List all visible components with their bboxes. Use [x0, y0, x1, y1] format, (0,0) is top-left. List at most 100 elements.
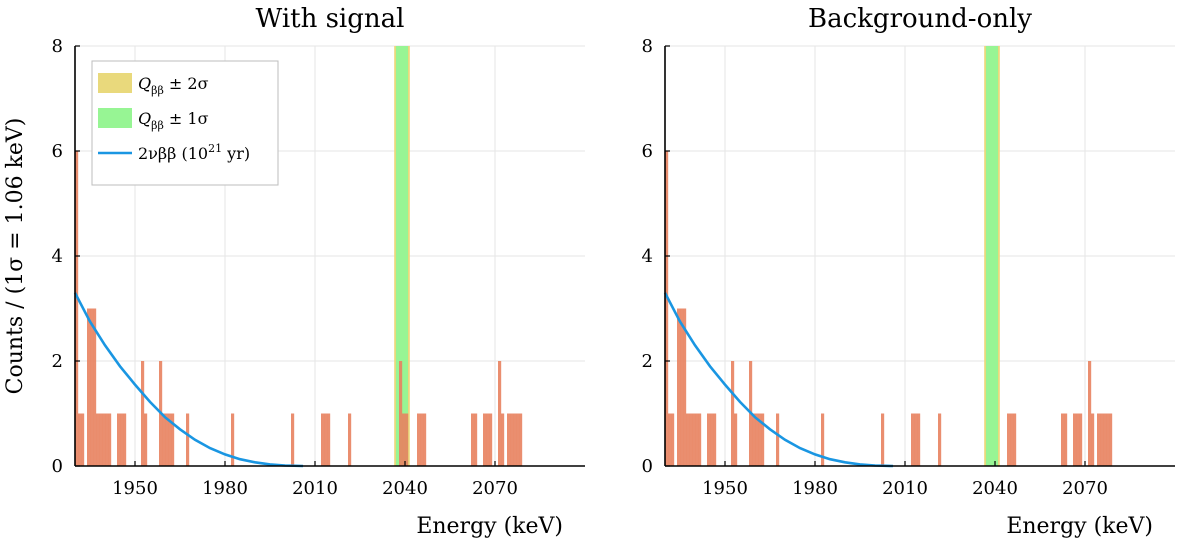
histogram-bar — [108, 413, 112, 466]
y-tick-label: 2 — [52, 351, 63, 372]
legend-label: Qββ ± 1σ — [138, 109, 209, 132]
histogram-bar — [498, 361, 502, 466]
y-tick-label: 8 — [642, 36, 653, 57]
histogram-bar — [665, 151, 669, 466]
curve-2nbb — [663, 292, 894, 468]
x-tick-label: 2070 — [472, 478, 518, 499]
histogram-bar — [117, 413, 121, 466]
histogram-bar — [758, 413, 762, 466]
histogram-bar — [1079, 413, 1083, 466]
histogram-bar — [911, 413, 915, 466]
legend-swatch-2sigma — [98, 73, 132, 93]
histogram-bar — [755, 413, 759, 466]
x-tick-label: 2040 — [972, 478, 1018, 499]
histogram-bar — [914, 413, 918, 466]
legend-label: Qββ ± 2σ — [138, 74, 209, 97]
panel-2: 1950 1980 2010 2040 2070 0 2 4 6 8 Background-only… — [642, 4, 1175, 539]
y-tick-label: 6 — [52, 141, 63, 162]
x-tick-label: 1980 — [202, 478, 248, 499]
y-tick-label: 6 — [642, 141, 653, 162]
x-tick-label: 1950 — [112, 478, 158, 499]
histogram-bar — [348, 413, 352, 466]
histogram-bar — [162, 413, 166, 466]
histogram-bar — [734, 413, 738, 466]
histogram-bar — [501, 413, 505, 466]
histogram-bar — [81, 413, 85, 466]
histogram-bar — [689, 413, 693, 466]
x-axis-label: Energy (keV) — [416, 514, 563, 539]
histogram-bar — [423, 413, 427, 466]
histogram-bar — [1109, 413, 1113, 466]
histogram-bar — [405, 413, 409, 466]
histogram-bar — [105, 413, 109, 466]
histogram-bar — [120, 413, 124, 466]
histogram-bar — [1064, 413, 1068, 466]
histogram-bar — [291, 413, 295, 466]
histogram-bar — [1091, 413, 1095, 466]
histogram-bar — [507, 413, 511, 466]
histogram-bar — [486, 413, 490, 466]
panel-title: With signal — [256, 4, 405, 34]
histogram-bar — [695, 413, 699, 466]
histogram-bar — [402, 413, 406, 466]
histogram-bar — [123, 413, 127, 466]
histogram-bar — [489, 413, 493, 466]
x-tick-label: 1980 — [792, 478, 838, 499]
x-tick-label: 2010 — [882, 478, 928, 499]
histogram-bar — [474, 413, 478, 466]
histogram-bar — [881, 413, 885, 466]
histogram-bar — [731, 361, 735, 466]
panel-title: Background-only — [808, 4, 1032, 34]
histogram-bar — [1013, 413, 1017, 466]
histogram-bar — [87, 308, 91, 466]
histogram-bar — [75, 151, 79, 466]
histogram-bar — [99, 413, 103, 466]
histogram-bar — [683, 308, 687, 466]
histogram-bar — [90, 308, 94, 466]
histogram-bar — [686, 413, 690, 466]
histogram-bar — [510, 413, 514, 466]
histogram-bar — [1088, 361, 1092, 466]
x-tick-label: 2010 — [292, 478, 338, 499]
legend-swatch-1sigma — [98, 108, 132, 128]
y-tick-label: 8 — [52, 36, 63, 57]
y-tick-label: 0 — [52, 456, 63, 477]
histogram-bar — [821, 413, 825, 466]
histogram-bar — [96, 413, 100, 466]
histogram-bar — [671, 413, 675, 466]
histogram-bar — [483, 413, 487, 466]
histogram-bar — [1010, 413, 1014, 466]
histogram-bar — [186, 413, 190, 466]
x-axis-label: Energy (keV) — [1006, 514, 1153, 539]
histogram-bar — [713, 413, 717, 466]
histogram-bar — [1106, 413, 1110, 466]
histogram-bar — [420, 413, 424, 466]
histogram-bar — [231, 413, 235, 466]
qbb-1sigma-band — [986, 46, 998, 466]
histogram-bar — [327, 413, 331, 466]
histogram-bar — [917, 413, 921, 466]
y-tick-label: 4 — [642, 246, 653, 267]
histogram-bar — [1007, 413, 1011, 466]
histogram-bar — [165, 413, 169, 466]
histogram-bar — [144, 413, 148, 466]
histogram-bar — [78, 413, 82, 466]
histogram-bar — [516, 413, 520, 466]
histogram-bar — [761, 413, 765, 466]
y-tick-label: 2 — [642, 351, 653, 372]
histogram-bar — [1103, 413, 1107, 466]
histogram-bar — [776, 413, 780, 466]
x-tick-label: 2040 — [382, 478, 428, 499]
histogram-bar — [519, 413, 523, 466]
histogram-bar — [692, 413, 696, 466]
y-tick-label: 4 — [52, 246, 63, 267]
histogram-bar — [141, 361, 145, 466]
histogram-bar — [1100, 413, 1104, 466]
x-tick-label: 1950 — [702, 478, 748, 499]
histogram-bar — [668, 413, 672, 466]
legend-label: 2νββ (1021 yr) — [138, 142, 250, 163]
histogram-bar — [471, 413, 475, 466]
panel-1: 1950 1980 2010 2040 2070 0 2 4 6 8 With signal Ener… — [52, 4, 585, 539]
histogram-bar — [752, 413, 756, 466]
histogram-bar — [93, 308, 97, 466]
